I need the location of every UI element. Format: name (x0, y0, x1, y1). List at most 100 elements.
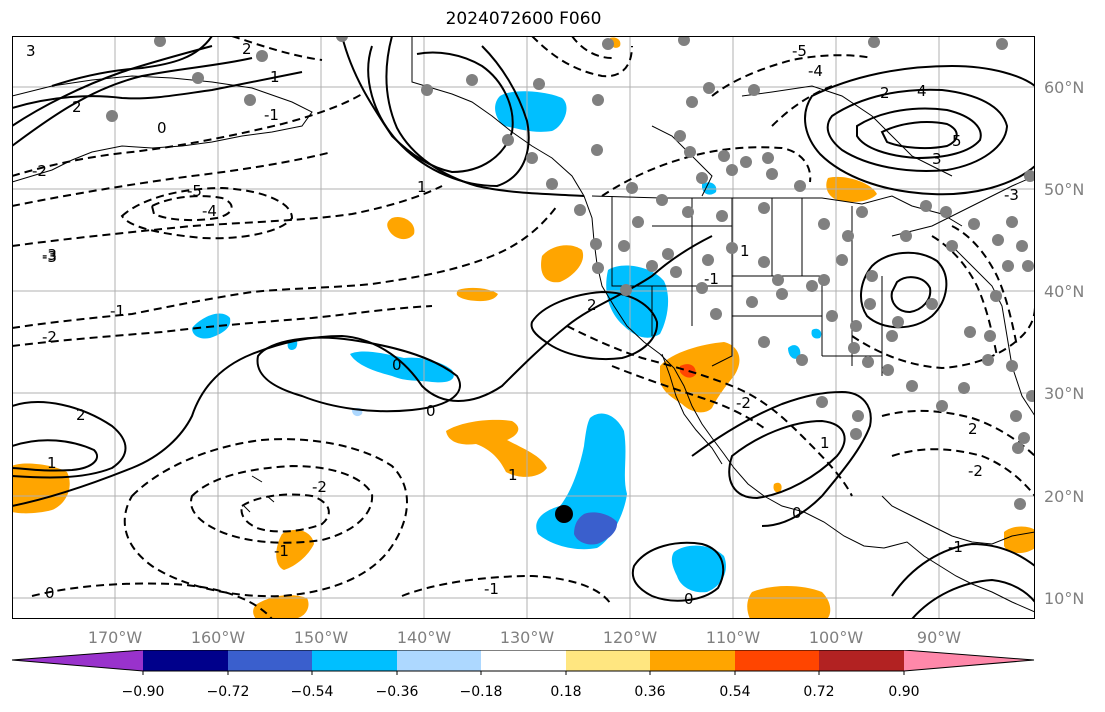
contour-label: -3 (1004, 186, 1019, 204)
colorbar-extend-high (904, 650, 1034, 671)
contour-label: 0 (684, 590, 694, 608)
contour-labels: 3 2 1 0 -1 -2 -3 -4 -5 2 1 0 -1 -2 -3 -2… (26, 40, 1019, 608)
colorbar-tick-label: 0.36 (634, 684, 665, 700)
contour-label: -5 (187, 182, 202, 200)
storm-center-marker (555, 505, 573, 523)
colorbar-tick-label: 0.90 (888, 684, 919, 700)
contour-label: -3 (42, 248, 57, 266)
positive-anomaly-area (680, 364, 696, 378)
lon-tick-label: 100°W (809, 628, 864, 647)
shading-layer (12, 37, 1035, 619)
lat-tick-label: 10°N (1044, 589, 1084, 608)
lat-tick-label: 20°N (1044, 487, 1084, 506)
positive-anomaly-area (660, 342, 740, 413)
colorbar-segment (143, 650, 228, 671)
positive-anomaly-area (276, 529, 314, 570)
contour-label: -1 (484, 580, 499, 598)
colorbar-tick-labels: −0.90 −0.72 −0.54 −0.36 −0.18 0.18 0.36 … (122, 684, 920, 700)
lon-tick-label: 130°W (500, 628, 555, 647)
lon-tick-label: 110°W (706, 628, 761, 647)
contour-label: 1 (740, 242, 750, 260)
negative-anomaly-area (671, 545, 727, 593)
contour-label: 0 (792, 504, 802, 522)
colorbar-tick-label: −0.72 (207, 684, 250, 700)
contour-label: 2 (242, 40, 252, 58)
contour-label: -1 (264, 106, 279, 124)
colorbar-segments (12, 650, 1034, 671)
lon-tick-label: 90°W (917, 628, 961, 647)
contour-label: -1 (948, 538, 963, 556)
contour-label: 3 (26, 42, 36, 60)
contour-label: -1 (110, 302, 125, 320)
positive-anomaly-area (387, 216, 415, 240)
contour-label: 4 (917, 82, 927, 100)
contour-label: -5 (792, 42, 807, 60)
contour-label: 2 (880, 84, 890, 102)
contours-zero (12, 36, 872, 527)
colorbar-extend-low (12, 650, 143, 671)
contour-label: 1 (417, 178, 427, 196)
colorbar-tick-label: −0.90 (122, 684, 165, 700)
contour-label: -1 (274, 542, 289, 560)
negative-anomaly-area (606, 265, 669, 338)
contour-label: -2 (32, 162, 47, 180)
negative-anomaly-area (788, 345, 801, 359)
lon-tick-label: 170°W (88, 628, 143, 647)
positive-anomaly-area (773, 482, 782, 493)
map-frame (12, 36, 1035, 619)
map-panel: 3 2 1 0 -1 -2 -3 -4 -5 2 1 0 -1 -2 -3 -2… (12, 36, 1035, 619)
colorbar-tick-label: −0.18 (460, 684, 503, 700)
contour-label: 2 (587, 296, 597, 314)
colorbar-segment (481, 650, 566, 671)
contours-positive (12, 36, 1035, 619)
contour-label: 2 (72, 98, 82, 116)
map-title: 2024072600 F060 (445, 9, 602, 29)
contour-label: -2 (968, 462, 983, 480)
contours-negative (12, 36, 1035, 619)
lat-tick-label: 40°N (1044, 282, 1084, 301)
contour-label: 0 (392, 356, 402, 374)
negative-anomaly-strong (574, 512, 618, 545)
contour-label: 0 (426, 402, 436, 420)
contour-label: 0 (45, 584, 55, 602)
map-grid (12, 36, 1035, 619)
lon-tick-label: 150°W (294, 628, 349, 647)
latitude-labels: 60°N 50°N 40°N 30°N 20°N 10°N (1044, 78, 1084, 608)
colorbar-ticks (142, 671, 905, 675)
colorbar-segment (735, 650, 819, 671)
colorbar-tick-label: 0.54 (719, 684, 750, 700)
positive-anomaly-area (541, 245, 584, 283)
contour-label: 0 (157, 119, 167, 137)
contour-label: 1 (508, 466, 518, 484)
colorbar-segment (819, 650, 904, 671)
negative-anomaly-area (350, 351, 454, 383)
lat-tick-label: 60°N (1044, 78, 1084, 97)
positive-anomaly-area (747, 586, 831, 619)
colorbar-segment (228, 650, 312, 671)
station-dots (106, 36, 1035, 510)
colorbar: −0.90 −0.72 −0.54 −0.36 −0.18 0.18 0.36 … (12, 650, 1035, 700)
lat-tick-label: 30°N (1044, 384, 1084, 403)
negative-anomaly-area (811, 328, 822, 339)
contour-label: -2 (42, 328, 57, 346)
contour-label: 1 (820, 434, 830, 452)
colorbar-segment (650, 650, 735, 671)
contour-label: -2 (312, 478, 327, 496)
longitude-labels: 170°W 160°W 150°W 140°W 130°W 120°W 110°… (88, 628, 961, 647)
colorbar-tick-label: −0.36 (376, 684, 419, 700)
positive-anomaly-area (446, 419, 547, 477)
contour-label: 2 (76, 406, 86, 424)
contour-label: -4 (202, 202, 217, 220)
contour-label: 1 (270, 68, 280, 86)
contour-label: 2 (968, 420, 978, 438)
contour-label: -1 (704, 270, 719, 288)
colorbar-segment (566, 650, 650, 671)
contour-label: -2 (736, 394, 751, 412)
lat-tick-label: 50°N (1044, 180, 1084, 199)
lon-tick-label: 120°W (603, 628, 658, 647)
lon-tick-label: 160°W (191, 628, 246, 647)
colorbar-tick-label: −0.54 (291, 684, 334, 700)
contour-label: -4 (808, 62, 823, 80)
colorbar-tick-label: 0.72 (803, 684, 834, 700)
contour-label: -3 (42, 246, 57, 264)
